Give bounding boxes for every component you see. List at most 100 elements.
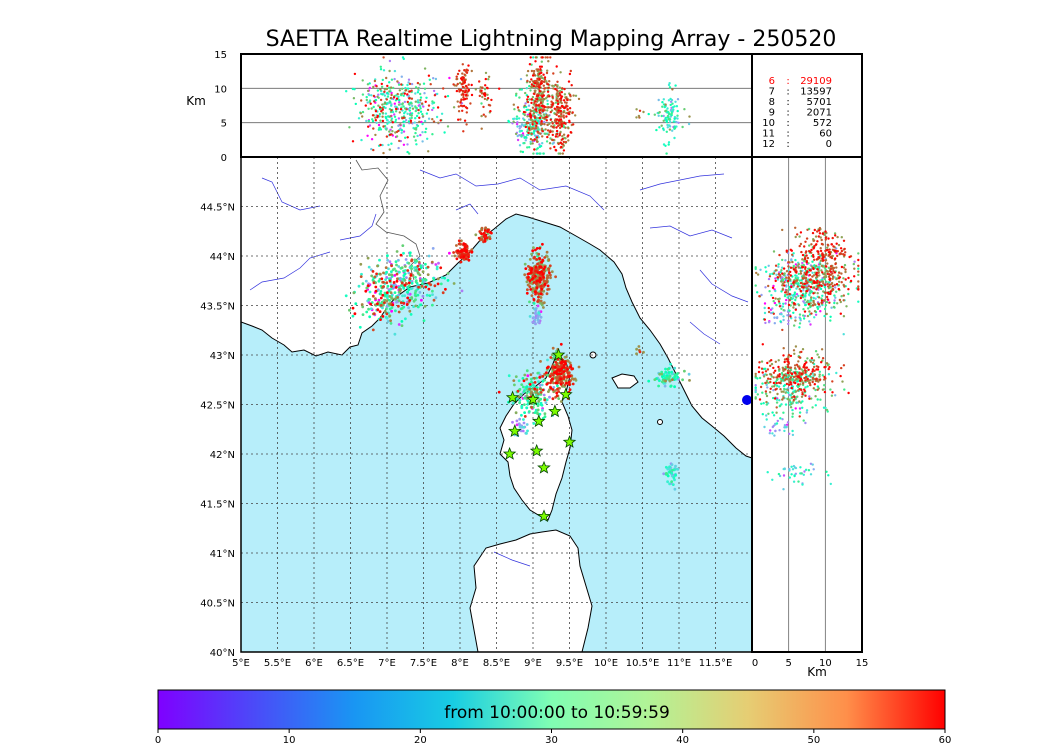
lightning-point-alt-lat — [797, 272, 800, 276]
lightning-point-alt-lon — [394, 118, 398, 122]
lightning-point — [400, 307, 404, 310]
lightning-point-alt-lon — [688, 115, 691, 118]
lightning-point-alt-lon — [561, 87, 564, 90]
lightning-point — [414, 276, 417, 279]
alt-lon-y-tick-label: 10 — [214, 84, 227, 95]
lightning-point-alt-lon — [523, 113, 526, 117]
lightning-point — [409, 313, 413, 316]
lightning-point-alt-lat — [815, 264, 818, 268]
lightning-point — [474, 233, 478, 237]
lightning-point-alt-lon — [635, 116, 638, 119]
lightning-point-alt-lat — [800, 250, 803, 254]
lightning-point — [422, 319, 426, 322]
lightning-point-alt-lat — [784, 259, 787, 262]
lightning-point — [395, 279, 399, 283]
lightning-point-alt-lon — [486, 93, 489, 97]
lightning-point — [379, 290, 383, 293]
lightning-point-alt-lat — [764, 390, 768, 393]
lightning-point — [390, 273, 394, 277]
lightning-point-alt-lon — [469, 102, 472, 105]
lightning-point — [358, 325, 362, 329]
lightning-point-alt-lat — [816, 284, 820, 287]
lightning-point-alt-lon — [435, 115, 439, 119]
lightning-point — [397, 299, 401, 303]
lightning-point-alt-lat — [786, 371, 790, 375]
lightning-point-alt-lat — [779, 271, 782, 274]
lightning-point — [548, 395, 551, 399]
lightning-point — [672, 476, 676, 479]
lightning-point — [525, 406, 529, 410]
lightning-point-alt-lat — [801, 348, 805, 351]
lightning-point — [536, 300, 539, 303]
lightning-point-alt-lon — [529, 89, 532, 92]
lightning-point-alt-lon — [392, 96, 396, 99]
lightning-point-alt-lat — [769, 364, 772, 367]
lightning-point-alt-lat — [823, 390, 827, 394]
lightning-point-alt-lat — [757, 366, 761, 369]
lightning-point-alt-lat — [798, 322, 802, 325]
lightning-point — [553, 354, 556, 358]
lightning-point-alt-lon — [381, 78, 384, 82]
lightning-point-alt-lon — [481, 86, 484, 90]
lightning-point — [551, 373, 555, 377]
lightning-point-alt-lon — [558, 89, 562, 93]
lightning-point-alt-lon — [543, 87, 546, 90]
lightning-point-alt-lon — [524, 125, 527, 129]
lightning-point-alt-lon — [391, 130, 394, 133]
lightning-point-alt-lon — [541, 56, 544, 59]
lightning-point-alt-lon — [523, 104, 526, 108]
lightning-point-alt-lon — [393, 113, 396, 116]
lightning-point-alt-lat — [795, 296, 798, 299]
lightning-point-alt-lon — [530, 78, 533, 81]
lightning-point-alt-lat — [778, 474, 782, 478]
lightning-point — [385, 270, 388, 274]
lightning-point-alt-lon — [554, 135, 558, 138]
lightning-point-alt-lat — [775, 273, 778, 276]
lightning-point — [401, 244, 405, 248]
lightning-point — [525, 394, 529, 398]
lightning-point-alt-lat — [790, 317, 793, 320]
lightning-point — [673, 378, 676, 381]
lightning-point — [522, 421, 526, 425]
count-row-altitude: 12 — [762, 139, 775, 150]
lightning-point-alt-lon — [676, 114, 679, 117]
map-y-tick-label: 41.5°N — [200, 500, 235, 511]
lightning-point-alt-lat — [823, 375, 826, 379]
lightning-point-alt-lon — [410, 116, 413, 120]
lightning-point-alt-lat — [782, 267, 786, 270]
lightning-point-alt-lat — [765, 373, 768, 377]
lightning-point-alt-lon — [465, 111, 468, 114]
lightning-point — [536, 262, 539, 266]
lightning-point — [538, 387, 542, 391]
lightning-point-alt-lat — [821, 271, 824, 274]
lightning-point-alt-lon — [409, 119, 413, 122]
lightning-point — [400, 320, 404, 323]
lightning-point — [673, 478, 676, 482]
lightning-point-alt-lat — [765, 270, 768, 273]
lightning-point-alt-lat — [798, 379, 802, 382]
lightning-point-alt-lon — [443, 131, 446, 134]
lightning-point-alt-lat — [804, 303, 807, 307]
lightning-point-alt-lon — [467, 83, 470, 86]
lightning-point — [394, 309, 397, 313]
lightning-point — [664, 472, 668, 475]
map-grid — [241, 157, 752, 652]
lightning-point-alt-lat — [857, 288, 860, 291]
lightning-point-alt-lat — [786, 365, 790, 369]
lightning-point — [407, 284, 411, 287]
lightning-point — [552, 371, 556, 374]
lightning-point-alt-lat — [768, 432, 771, 435]
lightning-point-alt-lon — [406, 136, 409, 139]
station-star-marker — [502, 446, 517, 460]
lightning-point — [543, 282, 547, 286]
lightning-point-alt-lat — [795, 279, 799, 282]
lightning-point-alt-lon — [518, 127, 521, 130]
lightning-point-alt-lat — [833, 271, 837, 274]
lightning-point-alt-lat — [815, 258, 819, 261]
lightning-point — [483, 237, 487, 241]
lightning-point-alt-lon — [418, 120, 421, 124]
lightning-point-alt-lon — [563, 93, 567, 96]
lightning-point — [670, 472, 674, 475]
lightning-point-alt-lat — [815, 273, 818, 276]
lightning-point-alt-lat — [770, 359, 773, 362]
